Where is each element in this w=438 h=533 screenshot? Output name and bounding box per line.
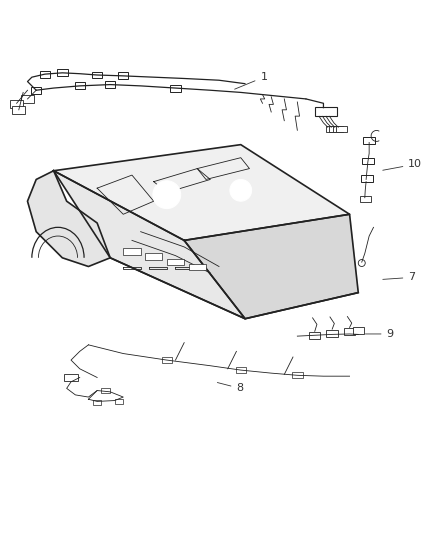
Bar xyxy=(57,69,67,76)
Bar xyxy=(325,126,336,133)
Text: 7: 7 xyxy=(383,272,416,282)
Bar xyxy=(64,374,78,381)
Bar xyxy=(10,100,23,108)
Bar xyxy=(329,126,340,133)
Bar xyxy=(361,175,373,182)
Bar xyxy=(21,95,34,103)
Bar xyxy=(145,254,162,260)
Bar xyxy=(74,83,85,90)
Text: 1: 1 xyxy=(235,72,267,89)
Bar xyxy=(167,259,184,265)
Bar xyxy=(40,71,50,78)
Bar xyxy=(326,330,338,337)
Bar xyxy=(188,264,206,270)
Bar xyxy=(236,367,246,373)
Bar xyxy=(162,357,172,363)
Bar xyxy=(102,388,110,393)
Bar xyxy=(360,197,371,202)
Bar xyxy=(309,332,321,339)
Bar xyxy=(92,71,102,78)
Bar xyxy=(315,107,336,116)
Bar xyxy=(31,87,42,94)
Bar xyxy=(332,126,343,133)
Bar xyxy=(363,137,375,144)
Bar xyxy=(123,248,141,255)
Text: 8: 8 xyxy=(217,383,244,393)
Polygon shape xyxy=(53,144,350,240)
Polygon shape xyxy=(184,214,358,319)
Text: 10: 10 xyxy=(383,159,422,170)
Bar xyxy=(362,158,374,164)
Bar xyxy=(344,328,355,335)
Bar xyxy=(353,327,364,334)
Bar xyxy=(93,400,102,405)
Bar xyxy=(118,72,128,79)
Polygon shape xyxy=(53,171,245,319)
Bar xyxy=(336,126,347,133)
Bar xyxy=(115,399,123,404)
Bar xyxy=(292,372,303,378)
Bar xyxy=(12,107,25,114)
Polygon shape xyxy=(28,171,110,266)
Bar xyxy=(105,81,116,88)
Circle shape xyxy=(153,181,181,208)
Bar xyxy=(170,85,181,92)
Text: 9: 9 xyxy=(365,329,394,339)
Circle shape xyxy=(230,180,252,201)
